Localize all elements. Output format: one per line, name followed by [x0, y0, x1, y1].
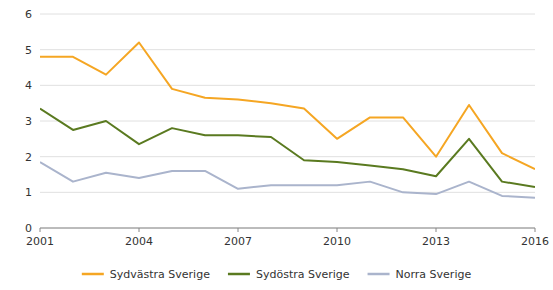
grid-line: [40, 192, 535, 193]
grid-line: [40, 156, 535, 157]
legend-swatch: [82, 273, 104, 276]
x-tick: [436, 228, 437, 232]
y-tick-label: 6: [25, 8, 32, 21]
series-line: [40, 109, 535, 187]
y-tick-label: 4: [25, 79, 32, 92]
x-axis-line: [40, 228, 535, 229]
y-tick-label: 1: [25, 186, 32, 199]
legend: Sydvästra Sverige Sydöstra Sverige Norra S…: [82, 268, 472, 281]
series-line: [40, 162, 535, 198]
x-tick: [337, 228, 338, 232]
legend-item: Sydvästra Sverige: [82, 268, 210, 281]
legend-label: Norra Sverige: [396, 268, 472, 281]
legend-item: Norra Sverige: [368, 268, 472, 281]
chart: 0 1 2 3 4 5 6 2001 2004 2007 2010 2013 2016 Sydvästra…: [0, 0, 553, 290]
x-tick-label: 2013: [422, 235, 450, 248]
y-tick-label: 5: [25, 44, 32, 57]
legend-item: Sydöstra Sverige: [228, 268, 350, 281]
grid-line: [40, 121, 535, 122]
x-tick: [535, 228, 536, 232]
grid: [40, 14, 535, 228]
x-tick-label: 2004: [125, 235, 153, 248]
x-tick-label: 2007: [224, 235, 252, 248]
y-tick-label: 3: [25, 115, 32, 128]
series-line: [40, 43, 535, 170]
grid-line: [40, 49, 535, 50]
y-tick-label: 2: [25, 151, 32, 164]
legend-label: Sydvästra Sverige: [110, 268, 210, 281]
legend-swatch: [228, 273, 250, 276]
legend-swatch: [368, 273, 390, 276]
x-tick-label: 2001: [26, 235, 54, 248]
grid-line: [40, 14, 535, 15]
x-tick-label: 2010: [323, 235, 351, 248]
y-tick-label: 0: [25, 222, 32, 235]
x-tick: [139, 228, 140, 232]
legend-label: Sydöstra Sverige: [256, 268, 350, 281]
grid-line: [40, 85, 535, 86]
grid-line: [40, 228, 535, 229]
x-tick: [40, 228, 41, 232]
x-tick: [238, 228, 239, 232]
lines: [40, 43, 535, 198]
x-tick-label: 2016: [521, 235, 549, 248]
